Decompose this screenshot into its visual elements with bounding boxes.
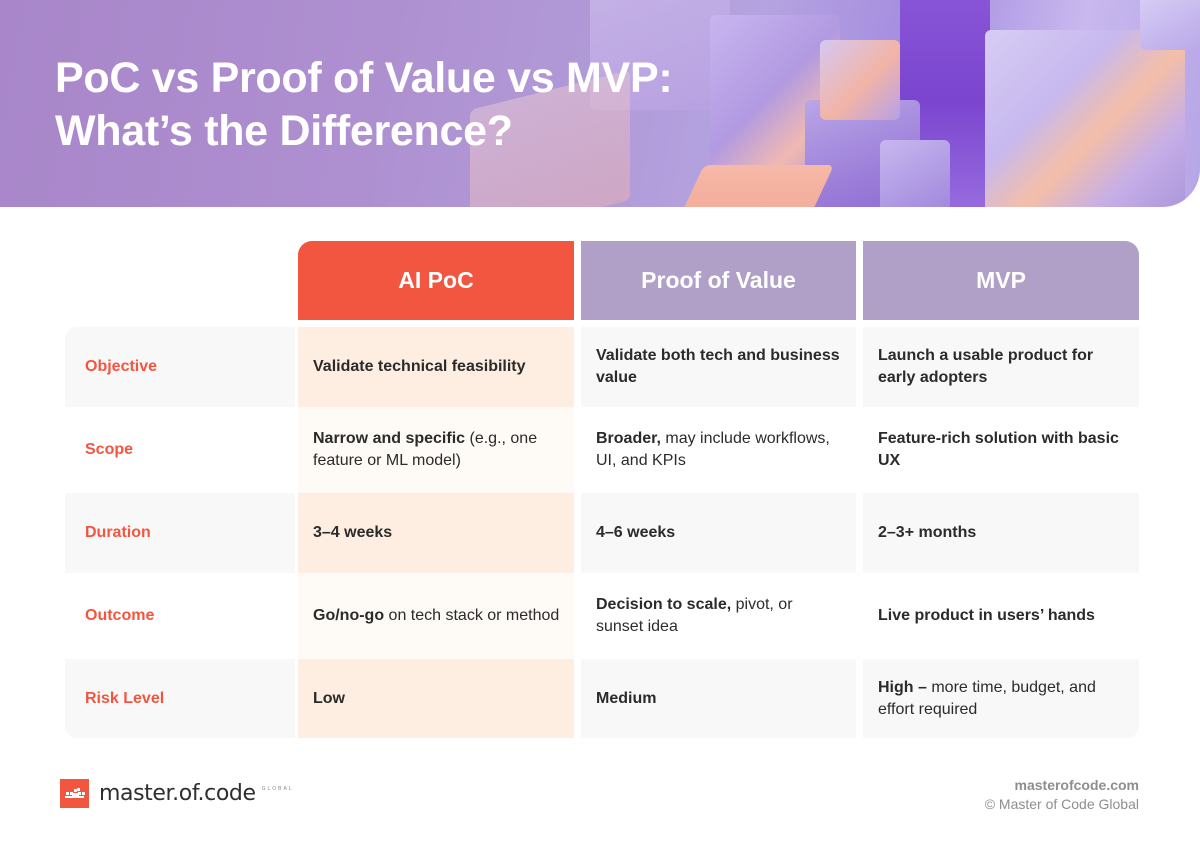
crown-pixel-icon [60,779,89,808]
table-row-risk-level: Risk Level Low Medium High – more time, … [65,659,1139,738]
cell-mvp: Live product in users’ hands [863,573,1139,659]
cell-ai-poc: Validate technical feasibility [298,327,574,407]
column-header-mvp: MVP [863,241,1139,320]
cell-ai-poc: 3–4 weeks [298,493,574,573]
title-line-1: PoC vs Proof of Value vs MVP: [55,54,673,102]
table-row-duration: Duration 3–4 weeks 4–6 weeks 2–3+ months [65,493,1139,573]
cell-mvp: 2–3+ months [863,493,1139,573]
cell-proof-of-value: Validate both tech and business value [581,327,856,407]
cell-mvp: Launch a usable product for early adopte… [863,327,1139,407]
copyright: © Master of Code Global [984,796,1139,812]
table-row-objective: Objective Validate technical feasibility… [65,327,1139,407]
cell-proof-of-value: Decision to scale, pivot, or sunset idea [581,573,856,659]
logo-subtitle: GLOBAL [261,785,294,792]
page-title: PoC vs Proof of Value vs MVP: What’s the… [55,52,775,158]
cell-ai-poc: Low [298,659,574,738]
cell-proof-of-value: Medium [581,659,856,738]
cell-mvp: Feature-rich solution with basic UX [863,407,1139,493]
column-header-proof-of-value: Proof of Value [581,241,856,320]
decorative-cube [985,30,1185,207]
row-label: Scope [65,407,295,493]
hero-banner: PoC vs Proof of Value vs MVP: What’s the… [0,0,1200,207]
row-label: Duration [65,493,295,573]
cell-proof-of-value: 4–6 weeks [581,493,856,573]
cell-proof-of-value: Broader, may include workflows, UI, and … [581,407,856,493]
footer-credits: masterofcode.com © Master of Code Global [985,776,1139,814]
row-label: Outcome [65,573,295,659]
logo-wordmark: master.of.code [99,781,256,806]
site-url: masterofcode.com [1014,777,1139,793]
cell-mvp: High – more time, budget, and effort req… [863,659,1139,738]
row-label: Risk Level [65,659,295,738]
table-row-outcome: Outcome Go/no-go on tech stack or method… [65,573,1139,659]
brand-logo: master.of.code GLOBAL [60,779,294,808]
decorative-cube [1140,0,1200,50]
decorative-cube [880,140,950,207]
title-line-2: What’s the Difference? [55,107,513,155]
table-row-scope: Scope Narrow and specific (e.g., one fea… [65,407,1139,493]
column-header-ai-poc: AI PoC [298,241,574,320]
decorative-cube [820,40,900,120]
cell-ai-poc: Narrow and specific (e.g., one feature o… [298,407,574,493]
cell-ai-poc: Go/no-go on tech stack or method [298,573,574,659]
row-label: Objective [65,327,295,407]
